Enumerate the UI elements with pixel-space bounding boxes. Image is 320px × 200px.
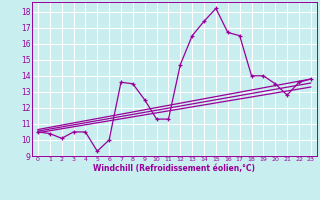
X-axis label: Windchill (Refroidissement éolien,°C): Windchill (Refroidissement éolien,°C) (93, 164, 255, 173)
